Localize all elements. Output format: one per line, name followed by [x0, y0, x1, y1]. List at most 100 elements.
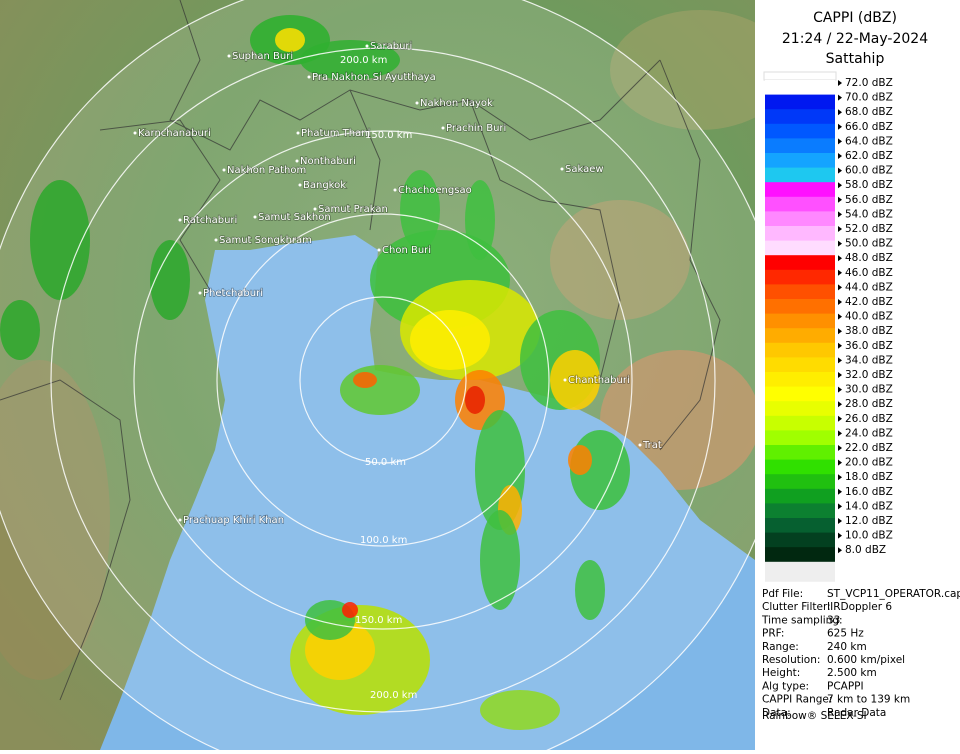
range-label: 200.0 km	[340, 55, 387, 66]
legend-swatch	[765, 415, 835, 431]
legend-label: 44.0 dBZ	[845, 281, 893, 293]
legend-tick	[838, 415, 842, 422]
range-rings	[0, 0, 788, 750]
legend-label: 60.0 dBZ	[845, 165, 893, 177]
legend-swatch	[765, 138, 835, 154]
place-dot	[295, 159, 299, 163]
place-dot	[441, 126, 445, 130]
info-label: Data:	[762, 707, 791, 719]
legend-swatch	[765, 459, 835, 475]
place-name: Saraburi	[370, 41, 412, 52]
legend-label: 24.0 dBZ	[845, 427, 893, 439]
info-block: Pdf File: ST_VCP11_OPERATOR.cappiClutter …	[761, 588, 960, 719]
place-dot	[178, 218, 182, 222]
legend-tick	[838, 474, 842, 481]
legend-label: 54.0 dBZ	[845, 208, 893, 220]
legend-swatch	[765, 488, 835, 504]
info-label: Time sampling:	[761, 614, 843, 626]
legend-label: 16.0 dBZ	[845, 486, 893, 498]
legend-swatch	[765, 386, 835, 402]
legend-swatch	[765, 474, 835, 490]
legend-label: 64.0 dBZ	[845, 135, 893, 147]
legend-label: 22.0 dBZ	[845, 442, 893, 454]
sea	[100, 235, 755, 750]
legend-swatch	[765, 182, 835, 198]
radar-echo	[550, 350, 600, 410]
legend-label: 48.0 dBZ	[845, 252, 893, 264]
place-name: Chachoengsao	[398, 185, 472, 196]
border	[99, 119, 221, 291]
legend-swatch	[765, 153, 835, 169]
info-value: 33	[827, 614, 840, 626]
place-dot	[227, 54, 231, 58]
place-dot	[638, 443, 642, 447]
info-value: 7 km to 139 km	[827, 694, 910, 706]
place-name: Chon Buri	[382, 245, 431, 256]
legend-tick	[838, 240, 842, 247]
legend-swatch	[765, 211, 835, 227]
radar-echo	[30, 180, 90, 300]
place-name: Suphan Buri	[232, 51, 293, 62]
place-name: Samut Prakan	[318, 204, 388, 215]
place-name: Bangkok	[303, 180, 346, 191]
radar-echo	[150, 240, 190, 320]
legend-frame	[763, 71, 837, 81]
place-dot	[365, 44, 369, 48]
info-label: Range:	[762, 641, 799, 653]
legend-label: 56.0 dBZ	[845, 194, 893, 206]
legend-tick	[838, 386, 842, 393]
info-label: Clutter Filter:	[762, 601, 831, 613]
map-layer: Suphan Buri Saraburi Pra Nakhon Si Ayuttha…	[0, 0, 788, 750]
station: Sattahip	[826, 51, 885, 67]
legend-label: 26.0 dBZ	[845, 413, 893, 425]
legend-tick	[838, 532, 842, 539]
range-label: 150.0 km	[365, 130, 412, 141]
terrain-highland	[0, 360, 110, 680]
info-label: CAPPI Range:	[762, 694, 832, 706]
info-value: 2.500 km	[827, 667, 877, 679]
place-dot	[178, 518, 182, 522]
legend-tick	[838, 255, 842, 262]
legend-tick	[838, 80, 842, 86]
legend-swatch	[765, 167, 835, 183]
legend-tick	[838, 182, 842, 189]
legend-tick	[838, 211, 842, 218]
place-dot	[296, 131, 300, 135]
radar-echo	[410, 310, 490, 370]
place-dot	[253, 215, 257, 219]
legend-label: 28.0 dBZ	[845, 398, 893, 410]
legend-swatch	[765, 269, 835, 285]
legend-swatch	[765, 284, 835, 300]
legend-label: 40.0 dBZ	[845, 311, 893, 323]
radar-echo	[0, 300, 40, 360]
place-dot	[198, 291, 202, 295]
range-label: 50.0 km	[365, 457, 406, 468]
legend-swatch	[765, 547, 835, 563]
legend-label: 30.0 dBZ	[845, 384, 893, 396]
legend-label: 10.0 dBZ	[845, 530, 893, 542]
legend-label: 38.0 dBZ	[845, 325, 893, 337]
legend-swatch	[765, 299, 835, 315]
legend-tick	[838, 123, 842, 130]
place-name: Trat	[642, 440, 662, 451]
timestamp: 21:24 / 22-May-2024	[782, 31, 928, 47]
legend-tick	[838, 167, 842, 174]
legend-tick	[838, 153, 842, 159]
legend-tick	[838, 138, 842, 145]
radar-echo	[568, 445, 592, 475]
legend-swatch	[765, 196, 835, 212]
place-name: Nakhon Nayok	[420, 98, 493, 109]
legend-label: 46.0 dBZ	[845, 267, 893, 279]
info-label: Height:	[762, 667, 800, 679]
legend-label: 70.0 dBZ	[845, 92, 893, 104]
range-label: 200.0 km	[370, 690, 417, 701]
terrain-highland	[610, 10, 755, 130]
radar-echo	[342, 602, 358, 618]
radar-echo	[480, 690, 560, 730]
legend-tick	[838, 196, 842, 203]
legend-swatch	[765, 80, 835, 96]
info-label: Alg type:	[762, 680, 809, 692]
legend-label: 62.0 dBZ	[845, 150, 893, 162]
legend: 72.0 dBZ 70.0 dBZ 68.0 dBZ 66.0 dBZ 64.0 dBZ…	[763, 71, 893, 582]
